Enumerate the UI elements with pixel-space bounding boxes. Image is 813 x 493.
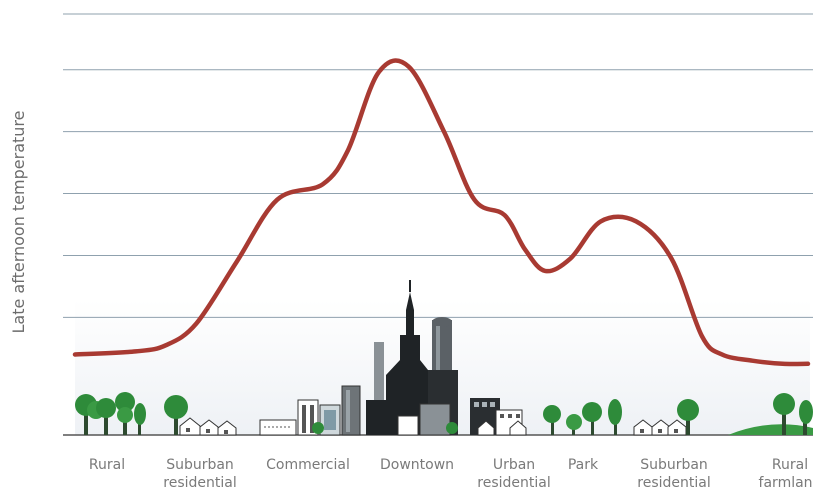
tree-icon — [566, 414, 582, 435]
farmland-hill-icon — [728, 424, 813, 435]
x-tick-label: Urban residential — [477, 457, 550, 491]
gridlines — [63, 13, 813, 318]
tree-icon — [164, 395, 188, 435]
x-tick-label: Park — [568, 457, 599, 473]
tree-icon — [312, 422, 324, 434]
house-icon — [217, 420, 237, 436]
house-icon — [179, 417, 201, 436]
office-building-icon — [259, 419, 297, 436]
apartment-icon — [470, 398, 527, 436]
x-tick-label: Suburban residential — [637, 457, 710, 491]
x-tick-label: Suburban residential — [163, 457, 236, 491]
tree-icon — [96, 398, 116, 435]
x-tick-label: Downtown — [380, 457, 454, 473]
house-icon — [667, 419, 687, 436]
x-tick-label: Rural — [89, 457, 125, 473]
x-tick-label: Ruralfarmland — [759, 457, 813, 491]
office-building-icon — [319, 404, 341, 436]
tree-icon — [608, 399, 622, 435]
tree-icon — [677, 399, 699, 435]
x-axis-tick-labels: Rural Suburban residential Commercial Downto… — [89, 457, 813, 491]
skyline-illustration — [63, 280, 813, 436]
skyscraper-icon — [366, 280, 458, 436]
house-icon — [199, 419, 219, 436]
y-axis-label: Late afternoon temperature — [9, 110, 28, 333]
tree-icon — [543, 405, 561, 435]
house-icon — [651, 419, 671, 436]
tree-icon — [582, 402, 602, 435]
tree-icon — [799, 400, 813, 435]
tree-icon — [115, 392, 135, 435]
tree-icon — [773, 393, 795, 435]
office-building-icon — [341, 385, 361, 436]
series-line-temperature — [72, 58, 811, 367]
tree-icon — [134, 403, 146, 435]
house-icon — [633, 419, 653, 436]
x-tick-label: Commercial — [266, 457, 350, 473]
